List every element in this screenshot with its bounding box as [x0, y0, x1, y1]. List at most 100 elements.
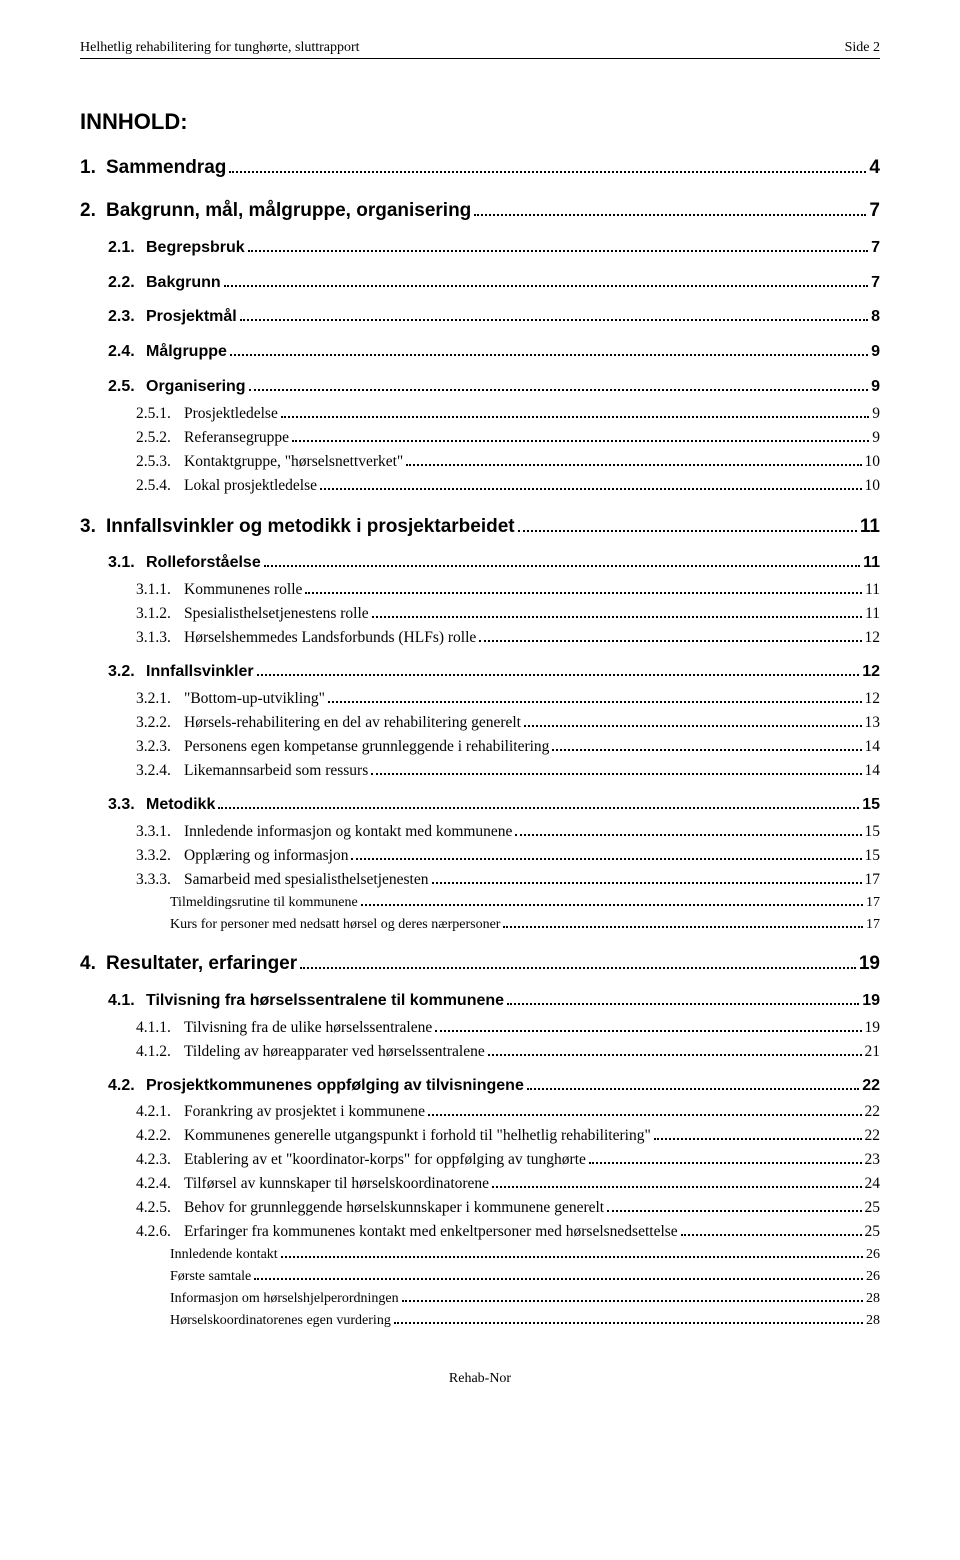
- toc-entry-label: 4.1.Tilvisning fra hørselssentralene til…: [108, 989, 504, 1014]
- toc-entry-label: 3.3.3.Samarbeid med spesialisthelsetjene…: [136, 868, 429, 892]
- toc-entry-label: 3.1.3.Hørselshemmedes Landsforbunds (HLF…: [136, 626, 476, 650]
- toc-entry: 3.1.1.Kommunenes rolle 11: [136, 578, 880, 602]
- toc-leader-dots: [507, 991, 859, 1005]
- toc-entry: Innledende kontakt26: [170, 1244, 880, 1266]
- toc-entry-label: 3.3.2.Opplæring og informasjon: [136, 844, 348, 868]
- toc-entry-page: 7: [869, 196, 880, 225]
- toc-entry-title: Tilvisning fra de ulike hørselssentralen…: [184, 1019, 432, 1036]
- toc-entry-title: Første samtale: [170, 1269, 251, 1284]
- toc-entry-page: 9: [871, 340, 880, 365]
- toc-entry-number: 3.1.1.: [136, 578, 184, 602]
- toc-entry: 3.1.Rolleforståelse11: [108, 551, 880, 576]
- toc-entry-label: 3.2.3.Personens egen kompetanse grunnleg…: [136, 735, 549, 759]
- toc-entry-title: Prosjektmål: [146, 308, 237, 325]
- toc-entry-page: 19: [865, 1016, 881, 1040]
- toc-entry: 2.5.3.Kontaktgruppe, "hørselsnettverket"…: [136, 450, 880, 474]
- toc-entry-page: 8: [871, 305, 880, 330]
- toc-leader-dots: [320, 477, 862, 490]
- toc-leader-dots: [654, 1127, 862, 1140]
- toc-entry-title: Tilmeldingsrutine til kommunene: [170, 895, 358, 910]
- toc-entry-label: 4.2.4.Tilførsel av kunnskaper til hørsel…: [136, 1172, 489, 1196]
- toc-entry-number: 3.2.2.: [136, 711, 184, 735]
- toc-entry: 3.3.1.Innledende informasjon og kontakt …: [136, 820, 880, 844]
- toc-entry-number: 3.3.: [108, 793, 146, 818]
- toc-entry-title: Rolleforståelse: [146, 554, 261, 571]
- toc-entry: 2.1.Begrepsbruk7: [108, 236, 880, 261]
- toc-entry-label: 2.4.Målgruppe: [108, 340, 227, 365]
- toc-entry-page: 10: [865, 474, 881, 498]
- toc-entry-number: 3.1.3.: [136, 626, 184, 650]
- toc-entry-number: 3.3.2.: [136, 844, 184, 868]
- toc-entry-number: 4.2.6.: [136, 1220, 184, 1244]
- toc-entry-label: 3.2.1."Bottom-up-utvikling": [136, 687, 325, 711]
- toc-entry: 4.2.4.Tilførsel av kunnskaper til hørsel…: [136, 1172, 880, 1196]
- toc-leader-dots: [249, 377, 869, 391]
- toc-leader-dots: [488, 1042, 862, 1055]
- toc-leader-dots: [515, 823, 861, 836]
- toc-entry: Første samtale26: [170, 1266, 880, 1288]
- toc-entry: 2.4.Målgruppe 9: [108, 340, 880, 365]
- toc-entry: 3.1.2.Spesialisthelsetjenestens rolle11: [136, 602, 880, 626]
- toc-entry-label: 4.1.2.Tildeling av høreapparater ved hør…: [136, 1040, 485, 1064]
- toc-entry: 4.1.Tilvisning fra hørselssentralene til…: [108, 989, 880, 1014]
- toc-entry-label: Kurs for personer med nedsatt hørsel og …: [170, 914, 500, 936]
- toc-entry-page: 22: [865, 1100, 881, 1124]
- toc-entry-page: 19: [862, 989, 880, 1014]
- toc-entry: 2.2.Bakgrunn7: [108, 271, 880, 296]
- toc-entry-number: 2.5.3.: [136, 450, 184, 474]
- toc-leader-dots: [681, 1223, 862, 1236]
- toc-entry-page: 11: [865, 578, 880, 602]
- toc-entry-page: 12: [865, 687, 881, 711]
- toc-entry-number: 2.5.4.: [136, 474, 184, 498]
- toc-entry-title: Organisering: [146, 378, 246, 395]
- toc-entry-label: 2.5.3.Kontaktgruppe, "hørselsnettverket": [136, 450, 403, 474]
- toc-leader-dots: [435, 1018, 861, 1031]
- toc-leader-dots: [589, 1151, 862, 1164]
- toc-entry-title: Resultater, erfaringer: [106, 953, 297, 974]
- toc-entry-title: Innledende kontakt: [170, 1247, 278, 1262]
- toc-entry-label: 4.1.1.Tilvisning fra de ulike hørselssen…: [136, 1016, 432, 1040]
- toc-entry: Hørselskoordinatorenes egen vurdering28: [170, 1310, 880, 1332]
- toc-entry-label: 1.Sammendrag: [80, 153, 226, 182]
- toc-entry-label: 3.1.Rolleforståelse: [108, 551, 261, 576]
- toc-entry-number: 3.2.1.: [136, 687, 184, 711]
- toc-entry-title: Målgruppe: [146, 343, 227, 360]
- toc-entry-label: 3.3.Metodikk: [108, 793, 215, 818]
- toc-entry-title: Metodikk: [146, 796, 215, 813]
- toc-entry-number: 4.: [80, 949, 106, 978]
- toc-entry: 3.2.Innfallsvinkler12: [108, 660, 880, 685]
- toc-entry-label: 4.2.1.Forankring av prosjektet i kommune…: [136, 1100, 425, 1124]
- toc-entry: 4.2.6.Erfaringer fra kommunenes kontakt …: [136, 1220, 880, 1244]
- toc-leader-dots: [372, 605, 862, 618]
- toc-leader-dots: [281, 405, 869, 418]
- toc-leader-dots: [518, 516, 857, 532]
- toc-entry: Kurs for personer med nedsatt hørsel og …: [170, 914, 880, 936]
- toc-entry-label: 4.2.5.Behov for grunnleggende hørselskun…: [136, 1196, 604, 1220]
- toc-leader-dots: [524, 714, 862, 727]
- toc-leader-dots: [527, 1076, 859, 1090]
- toc-entry-page: 9: [871, 375, 880, 400]
- toc-leader-dots: [248, 238, 868, 252]
- toc-leader-dots: [432, 871, 862, 884]
- toc-leader-dots: [361, 894, 863, 906]
- toc-entry-label: 2.5.2.Referansegruppe: [136, 426, 289, 450]
- toc-entry-page: 4: [869, 153, 880, 182]
- toc-entry-title: Kommunenes rolle: [184, 581, 302, 598]
- toc-leader-dots: [229, 157, 866, 173]
- toc-entry-number: 2.4.: [108, 340, 146, 365]
- toc-entry: 3.3.2.Opplæring og informasjon 15: [136, 844, 880, 868]
- toc-leader-dots: [300, 953, 856, 969]
- toc-leader-dots: [328, 690, 862, 703]
- toc-leader-dots: [402, 1290, 863, 1302]
- toc-leader-dots: [479, 629, 861, 642]
- toc-entry-title: Prosjektledelse: [184, 405, 278, 422]
- toc-entry-label: Innledende kontakt: [170, 1244, 278, 1266]
- toc-entry-page: 15: [865, 844, 881, 868]
- toc-entry: Informasjon om hørselshjelperordningen28: [170, 1288, 880, 1310]
- toc-entry-title: Tilvisning fra hørselssentralene til kom…: [146, 992, 504, 1009]
- toc-entry: 2.5.Organisering9: [108, 375, 880, 400]
- toc-entry-title: Kommunenes generelle utgangspunkt i forh…: [184, 1127, 651, 1144]
- toc-entry-number: 4.2.4.: [136, 1172, 184, 1196]
- toc-entry-label: 2.2.Bakgrunn: [108, 271, 221, 296]
- toc-entry: 4.2.5.Behov for grunnleggende hørselskun…: [136, 1196, 880, 1220]
